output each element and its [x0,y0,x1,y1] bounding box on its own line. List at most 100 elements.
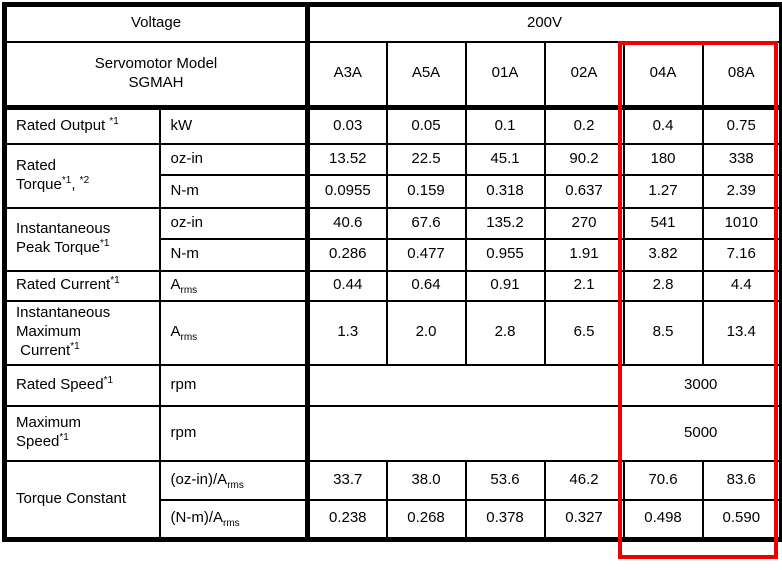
row-label-maximum-speed: Maximum Speed*1 [3,404,161,462]
rated-speed-merged-cell: 3000 [306,363,782,407]
value-cell: 0.1 [464,106,546,145]
value-cell: 1.27 [622,173,704,209]
value-cell: 2.8 [622,269,704,302]
value-cell: 40.6 [306,206,388,240]
row-label-rated-speed: Rated Speed*1 [3,363,161,407]
unit-cell-nm: N-m [158,237,311,272]
value-cell: 1010 [701,206,782,240]
value-cell: 6.5 [543,299,625,366]
unit-cell-arms: Arms [158,269,311,302]
model-header-row: Servomotor Model SGMAH A3A A5A 01A 02A 04… [3,40,782,110]
value-cell: 46.2 [543,459,625,501]
rated-output-row: Rated Output *1 kW 0.03 0.05 0.1 0.2 0.4… [3,106,782,145]
unit-cell-ozin-per-arms: (oz-in)/Arms [158,459,311,501]
value-cell: 0.44 [306,269,388,302]
unit-cell-ozin: oz-in [158,142,311,176]
row-label-instantaneous-peak-torque: Instantaneous Peak Torque*1 [3,206,161,272]
value-cell: 0.238 [306,498,388,541]
voltage-value: 200V [306,3,782,43]
model-column-header-a3a: A3A [306,40,388,110]
value-cell: 70.6 [622,459,704,501]
unit-cell-arms: Arms [158,299,311,366]
rated-speed-value: 3000 [684,375,718,393]
value-cell: 8.5 [622,299,704,366]
value-cell: 0.268 [385,498,467,541]
value-cell: 7.16 [701,237,782,272]
row-label-rated-output: Rated Output *1 [3,106,161,145]
value-cell: 4.4 [701,269,782,302]
value-cell: 0.64 [385,269,467,302]
value-cell: 2.0 [385,299,467,366]
torque-constant-ozin-row: Torque Constant (oz-in)/Arms 33.7 38.0 5… [3,459,782,541]
value-cell: 0.477 [385,237,467,272]
model-header-label: Servomotor Model SGMAH [3,40,311,110]
value-cell: 338 [701,142,782,176]
value-cell: 0.91 [464,269,546,302]
unit-cell-nm-per-arms: (N-m)/Arms [158,498,311,541]
value-cell: 2.39 [701,173,782,209]
value-cell: 541 [622,206,704,240]
value-cell: 67.6 [385,206,467,240]
value-cell: 270 [543,206,625,240]
voltage-header-label: Voltage [3,3,311,43]
value-cell: 0.327 [543,498,625,541]
rated-torque-nm-row: N-m 0.0955 0.159 0.318 0.637 1.27 2.39 [5,173,782,209]
maximum-speed-value: 5000 [684,423,718,441]
value-cell: 0.498 [622,498,704,541]
value-cell: 33.7 [306,459,388,501]
torque-constant-nm-row: (N-m)/Arms 0.238 0.268 0.378 0.327 0.498… [5,498,782,541]
value-cell: 3.82 [622,237,704,272]
value-cell: 0.955 [464,237,546,272]
unit-cell-kw: kW [158,106,311,145]
unit-cell-rpm: rpm [158,404,311,462]
row-label-torque-constant: Torque Constant [3,459,161,541]
value-cell: 0.318 [464,173,546,209]
value-cell: 0.0955 [306,173,388,209]
value-cell: 135.2 [464,206,546,240]
value-cell: 2.8 [464,299,546,366]
value-cell: 1.3 [306,299,388,366]
rated-torque-ozin-row: Rated Torque*1, *2 oz-in 13.52 22.5 45.1 … [3,142,782,209]
unit-cell-ozin: oz-in [158,206,311,240]
value-cell: 45.1 [464,142,546,176]
value-cell: 38.0 [385,459,467,501]
value-cell: 0.159 [385,173,467,209]
model-column-header-01a: 01A [464,40,546,110]
value-cell: 0.286 [306,237,388,272]
value-cell: 0.590 [701,498,782,541]
value-cell: 1.91 [543,237,625,272]
peak-torque-nm-row: N-m 0.286 0.477 0.955 1.91 3.82 7.16 [5,237,782,272]
value-cell: 0.05 [385,106,467,145]
value-cell: 0.2 [543,106,625,145]
peak-torque-ozin-row: Instantaneous Peak Torque*1 oz-in 40.6 67… [3,206,782,272]
value-cell: 180 [622,142,704,176]
value-cell: 22.5 [385,142,467,176]
value-cell: 83.6 [701,459,782,501]
value-cell: 0.378 [464,498,546,541]
unit-cell-rpm: rpm [158,363,311,407]
unit-cell-nm: N-m [158,173,311,209]
value-cell: 0.03 [306,106,388,145]
row-label-rated-current: Rated Current*1 [3,269,161,302]
value-cell: 13.4 [701,299,782,366]
row-label-instantaneous-maximum-current: Instantaneous Maximum Current*1 [3,299,161,366]
row-label-rated-torque: Rated Torque*1, *2 [3,142,161,209]
value-cell: 53.6 [464,459,546,501]
model-column-header-08a: 08A [701,40,782,110]
rated-speed-row: Rated Speed*1 rpm 3000 [3,363,782,407]
value-cell: 0.4 [622,106,704,145]
voltage-row: Voltage 200V [3,3,782,43]
model-column-header-04a: 04A [622,40,704,110]
servomotor-spec-table: Voltage 200V Servomotor Model SGMAH A3A A… [2,2,782,542]
model-column-header-02a: 02A [543,40,625,110]
rated-current-row: Rated Current*1 Arms 0.44 0.64 0.91 2.1 … [3,269,782,302]
model-column-header-a5a: A5A [385,40,467,110]
value-cell: 13.52 [306,142,388,176]
instantaneous-maximum-current-row: Instantaneous Maximum Current*1 Arms 1.3 … [3,299,782,366]
value-cell: 0.75 [701,106,782,145]
value-cell: 90.2 [543,142,625,176]
value-cell: 0.637 [543,173,625,209]
maximum-speed-row: Maximum Speed*1 rpm 5000 [3,404,782,462]
value-cell: 2.1 [543,269,625,302]
